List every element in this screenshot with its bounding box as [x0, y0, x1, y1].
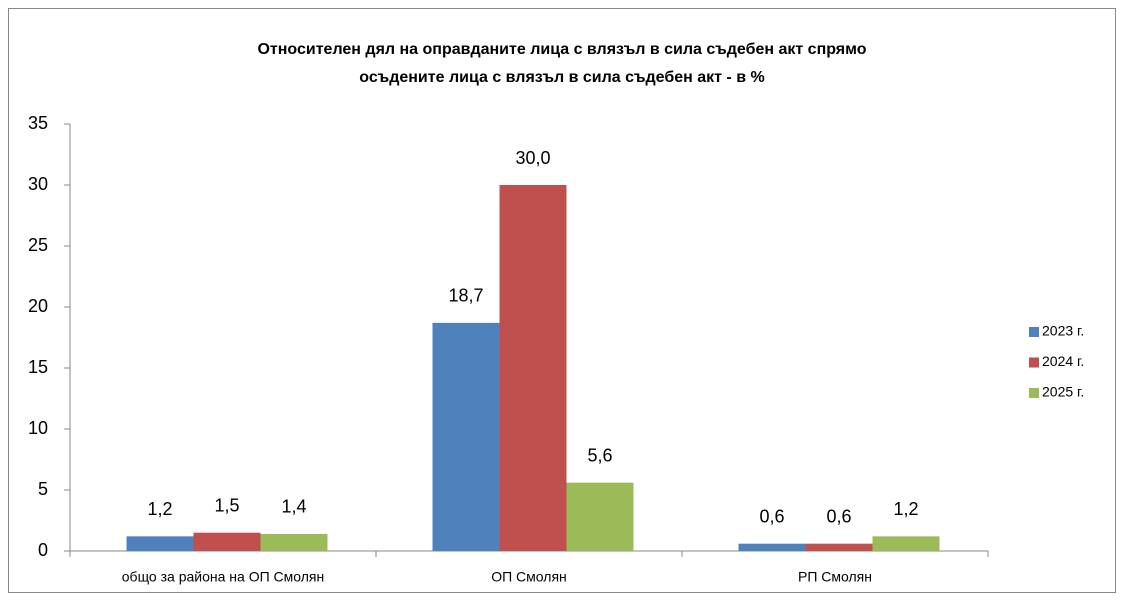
- y-tick-label: 35: [28, 113, 48, 133]
- legend-swatch: [1029, 388, 1039, 398]
- bar: [738, 543, 806, 551]
- bar: [805, 543, 873, 551]
- x-tick-label: ОП Смолян: [491, 569, 567, 585]
- data-label: 1,2: [893, 499, 918, 519]
- data-label: 0,6: [826, 506, 851, 526]
- y-tick-label: 5: [38, 479, 48, 499]
- bar: [260, 533, 328, 551]
- data-label: 1,2: [147, 499, 172, 519]
- data-label: 1,5: [214, 495, 239, 515]
- bar: [872, 536, 940, 551]
- data-label: 1,4: [281, 497, 306, 517]
- data-label: 30,0: [515, 148, 550, 168]
- legend-swatch: [1029, 357, 1039, 368]
- legend-label: 2024 г.: [1042, 353, 1084, 369]
- data-label: 0,6: [759, 506, 784, 526]
- y-tick-label: 30: [28, 174, 48, 194]
- legend-label: 2023 г.: [1042, 323, 1084, 339]
- x-tick-label: РП Смолян: [798, 569, 872, 585]
- bar: [193, 532, 261, 551]
- bar: [566, 482, 634, 551]
- bar: [432, 322, 500, 551]
- y-tick-label: 15: [28, 357, 48, 377]
- data-label: 18,7: [448, 286, 483, 306]
- data-label: 5,6: [587, 445, 612, 465]
- legend-label: 2025 г.: [1042, 384, 1084, 400]
- chart-title: осъдените лица с влязъл в сила съдебен а…: [359, 69, 764, 86]
- x-tick-label: общо за района на ОП Смолян: [122, 569, 324, 585]
- y-tick-label: 20: [28, 296, 48, 316]
- bar: [126, 536, 194, 551]
- bar: [499, 185, 567, 551]
- legend-swatch: [1029, 327, 1039, 337]
- y-tick-label: 25: [28, 235, 48, 255]
- chart-title: Относителен дял на оправданите лица с вл…: [257, 41, 866, 58]
- y-tick-label: 10: [28, 418, 48, 438]
- y-tick-label: 0: [38, 540, 48, 560]
